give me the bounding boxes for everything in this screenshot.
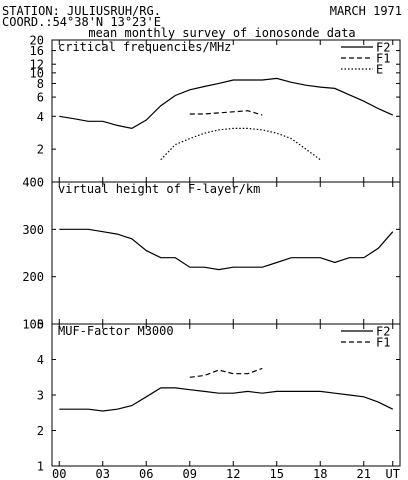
series-line-2-1 bbox=[189, 367, 263, 378]
x-tick-label: 06 bbox=[139, 467, 153, 480]
height-panel-frame bbox=[51, 181, 401, 325]
series-line-0-0 bbox=[59, 77, 394, 130]
x-tick-label: 09 bbox=[183, 467, 197, 480]
frequency-panel-frame bbox=[51, 39, 401, 183]
muf-panel-title: MUF-Factor M3000 bbox=[58, 324, 174, 338]
series-line-0-2 bbox=[160, 127, 321, 161]
x-tick-label: 03 bbox=[96, 467, 110, 480]
x-tick-label: 15 bbox=[270, 467, 284, 480]
y-tick-label: 20 bbox=[30, 34, 44, 48]
data-series bbox=[59, 77, 394, 412]
x-tick-label: 21 bbox=[357, 467, 371, 480]
series-line-1-0 bbox=[59, 228, 394, 271]
height-panel-title: virtual height of F-layer/km bbox=[58, 182, 260, 196]
y-tick-label: 10 bbox=[30, 66, 44, 80]
y-tick-label: 2 bbox=[37, 143, 44, 157]
y-tick-label: 12 bbox=[30, 58, 44, 72]
x-tick-label: UT bbox=[386, 467, 400, 480]
y-tick-label: 1 bbox=[37, 460, 44, 474]
y-tick-label: 2 bbox=[37, 424, 44, 438]
x-tick-label: 18 bbox=[313, 467, 327, 480]
station-label: STATION: JULIUSRUH/RG. bbox=[2, 4, 161, 18]
coordinates-label: COORD.:54°38'N 13°23'E bbox=[2, 15, 161, 29]
y-tick-label: 16 bbox=[30, 44, 44, 58]
series-line-2-0 bbox=[59, 387, 394, 412]
legend-label: F1 bbox=[376, 52, 390, 66]
date-label: MARCH 1971 bbox=[330, 4, 402, 18]
series-line-0-1 bbox=[189, 110, 263, 116]
x-tick-label: 12 bbox=[226, 467, 240, 480]
y-tick-label: 300 bbox=[22, 223, 44, 237]
y-tick-label: 6 bbox=[37, 91, 44, 105]
y-tick-label: 200 bbox=[22, 270, 44, 284]
y-tick-label: 3 bbox=[37, 389, 44, 403]
legend-label: F2 bbox=[376, 41, 390, 55]
y-tick-label: 400 bbox=[22, 176, 44, 190]
y-tick-label: 5 bbox=[37, 318, 44, 332]
y-tick-label: 100 bbox=[22, 318, 44, 332]
x-tick-label: 00 bbox=[52, 467, 66, 480]
legend-label: E bbox=[376, 63, 383, 77]
y-tick-label: 8 bbox=[37, 77, 44, 91]
y-tick-label: 4 bbox=[37, 353, 44, 367]
y-tick-label: 4 bbox=[37, 110, 44, 124]
legend-label: F1 bbox=[376, 336, 390, 350]
legend-label: F2 bbox=[376, 325, 390, 339]
frequency-panel-title: critical frequencies/MHz bbox=[58, 40, 231, 54]
figure-title: mean monthly survey of ionosonde data bbox=[88, 26, 355, 40]
